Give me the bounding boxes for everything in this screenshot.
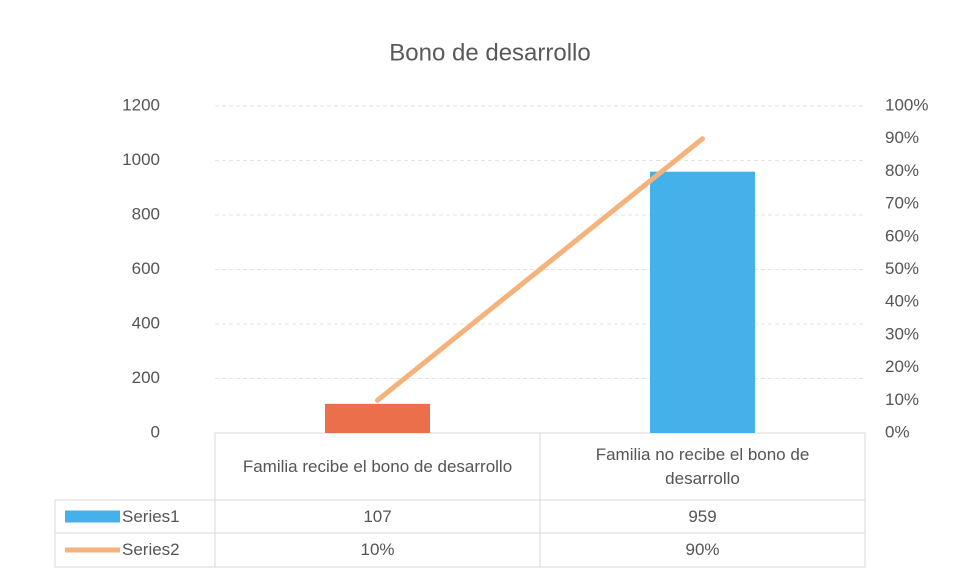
bar (325, 403, 430, 433)
legend-label: Series2 (122, 540, 180, 559)
x-tick-label: Familia recibe el bono de desarrollo (242, 456, 513, 476)
y2-tick-label: 40% (885, 292, 919, 311)
y2-tick-label: 60% (885, 226, 919, 245)
y2-tick-label: 20% (885, 357, 919, 376)
bar (650, 171, 755, 434)
legend-label: Series1 (122, 506, 180, 526)
y2-tick-label: 80% (885, 161, 919, 180)
chart-title: Bono de desarrollo (389, 39, 590, 66)
y-tick-label: 200 (132, 368, 160, 387)
legend-key (65, 510, 120, 523)
y-tick-label: 600 (132, 259, 160, 278)
y2-tick-label: 50% (885, 259, 919, 278)
table-value: 10% (360, 540, 395, 559)
y2-tick-label: 100% (885, 95, 928, 114)
y-tick-label: 1000 (122, 150, 160, 169)
y2-tick-label: 0% (885, 422, 910, 441)
table-value: 959 (688, 506, 717, 526)
y-tick-label: 1200 (122, 95, 160, 114)
y-tick-label: 400 (132, 313, 160, 332)
y2-tick-label: 70% (885, 194, 919, 213)
y2-tick-label: 10% (885, 390, 919, 409)
line (375, 136, 705, 403)
y-tick-label: 0 (151, 422, 160, 441)
table-value: 90% (685, 540, 720, 559)
table-value: 107 (363, 506, 392, 526)
y2-tick-label: 30% (885, 324, 919, 343)
y2-tick-label: 90% (885, 128, 919, 147)
x-tick-label: Familia no recibe el bono de desarrollo (595, 444, 810, 488)
y-tick-label: 800 (132, 204, 160, 223)
